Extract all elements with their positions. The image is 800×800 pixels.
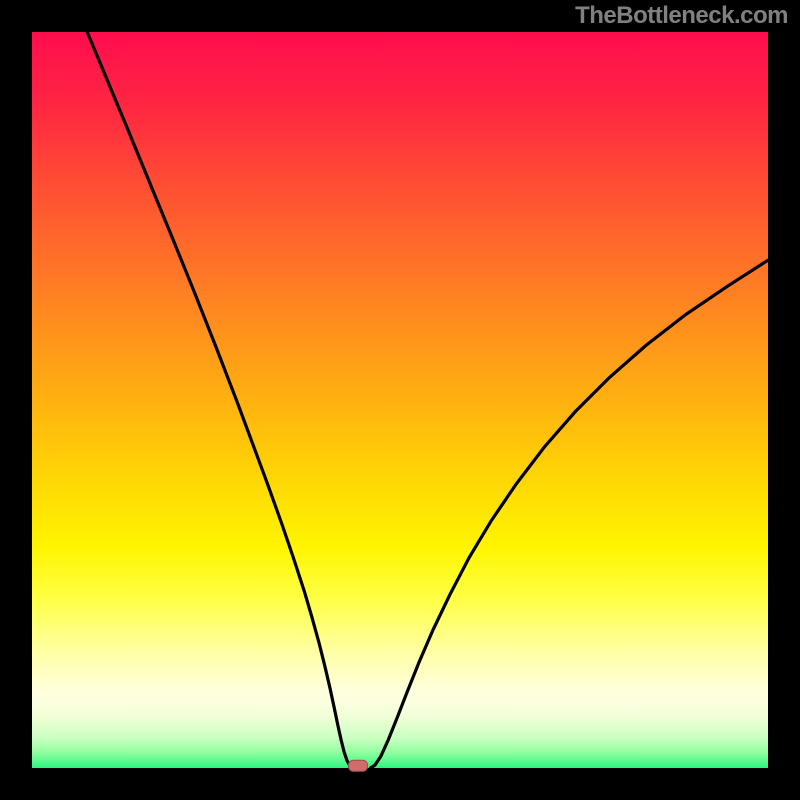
minimum-marker <box>348 760 367 771</box>
watermark-text: TheBottleneck.com <box>575 2 788 30</box>
chart-container: { "watermark": { "text": "TheBottleneck.… <box>0 0 800 800</box>
bottleneck-chart <box>0 0 800 800</box>
plot-background <box>32 32 768 768</box>
